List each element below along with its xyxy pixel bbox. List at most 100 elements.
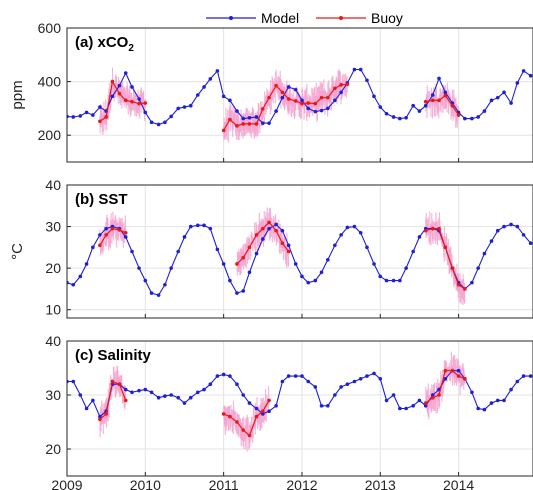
model-point	[280, 379, 285, 384]
model-point	[345, 225, 350, 230]
model-point	[241, 116, 246, 121]
buoy-point	[423, 99, 428, 104]
model-point	[149, 291, 154, 295]
buoy-point	[247, 122, 252, 126]
panels: 200 400 600 ppm (a) xCO2 10 20 30 40 °C (b) SST 20 3…	[9, 20, 533, 490]
model-point	[326, 258, 330, 262]
buoy-point	[280, 90, 285, 95]
model-point	[313, 278, 318, 283]
model-point	[169, 266, 173, 270]
model-point	[319, 404, 324, 408]
panel-2: 10 20 30 40 °C (b) SST	[9, 177, 533, 319]
buoy-point	[437, 98, 441, 103]
x-tick-label: 2011	[209, 477, 239, 490]
model-point	[110, 94, 115, 99]
model-point	[398, 278, 402, 283]
model-point	[123, 235, 128, 239]
model-point	[149, 120, 154, 125]
model-point	[521, 374, 526, 378]
buoy-point	[463, 377, 467, 381]
model-point	[391, 393, 396, 397]
model-point	[502, 398, 506, 403]
model-point	[326, 106, 330, 111]
model-point	[215, 247, 220, 252]
buoy-point	[326, 95, 330, 100]
legend: Model Buoy	[206, 10, 403, 26]
buoy-point	[306, 101, 311, 105]
model-point	[235, 109, 239, 113]
buoy-point	[450, 266, 455, 270]
model-point	[78, 393, 83, 397]
buoy-point	[117, 228, 122, 232]
model-point	[352, 67, 357, 72]
model-point	[319, 270, 324, 275]
model-point	[182, 401, 187, 405]
model-point	[365, 374, 369, 378]
model-point	[384, 278, 389, 283]
model-point	[300, 274, 304, 279]
model-point	[423, 103, 428, 108]
model-point	[286, 374, 291, 378]
model-point	[430, 393, 435, 397]
model-point	[78, 114, 83, 118]
buoy-point	[254, 414, 259, 419]
model-point	[391, 115, 396, 119]
model-point	[215, 374, 220, 378]
model-point	[417, 109, 422, 113]
model-point	[274, 109, 278, 113]
model-point	[528, 73, 533, 78]
legend-item: Buoy	[316, 10, 403, 26]
buoy-point	[228, 414, 232, 419]
model-point	[293, 262, 298, 266]
buoy-point	[423, 228, 428, 233]
model-point	[489, 98, 494, 103]
model-point	[163, 282, 167, 287]
model-point	[365, 78, 369, 83]
model-point	[208, 226, 213, 231]
model-point	[267, 121, 271, 125]
buoy-point	[437, 226, 441, 231]
model-point	[437, 76, 441, 81]
model-point	[476, 266, 480, 270]
model-point	[123, 387, 128, 392]
model-point	[163, 120, 167, 125]
model-point	[156, 293, 161, 297]
x-tick-label: 2014	[443, 477, 474, 490]
buoy-point	[123, 230, 128, 235]
y-tick-label: 600	[38, 20, 62, 36]
model-point	[495, 398, 500, 403]
model-point	[509, 387, 513, 392]
buoy-point	[319, 95, 324, 100]
model-point	[372, 94, 376, 99]
axes-frame	[66, 184, 533, 319]
model-point	[104, 226, 108, 231]
buoy-point	[110, 379, 115, 384]
buoy-point	[235, 420, 239, 424]
buoy-point	[267, 95, 271, 100]
model-point	[339, 385, 343, 389]
model-point	[443, 90, 448, 95]
buoy-point	[456, 113, 461, 117]
buoy-point	[463, 287, 467, 291]
buoy-point	[430, 226, 435, 231]
model-point	[404, 115, 408, 120]
buoy-point	[98, 119, 102, 124]
model-point	[372, 262, 376, 266]
model-point	[228, 98, 232, 103]
model-point	[195, 93, 200, 97]
buoy-point	[241, 428, 246, 432]
model-point	[391, 278, 396, 283]
y-tick-label: 20	[45, 441, 61, 457]
model-point	[235, 382, 239, 387]
buoy-point	[130, 99, 134, 104]
buoy-point	[443, 245, 448, 250]
x-tick-label: 2013	[365, 477, 396, 490]
model-point	[241, 393, 246, 397]
model-point	[345, 382, 350, 387]
buoy-point	[333, 86, 337, 91]
model-point	[78, 274, 83, 279]
y-tick-label: 40	[45, 177, 61, 193]
model-point	[130, 85, 134, 89]
buoy-point	[117, 91, 122, 96]
